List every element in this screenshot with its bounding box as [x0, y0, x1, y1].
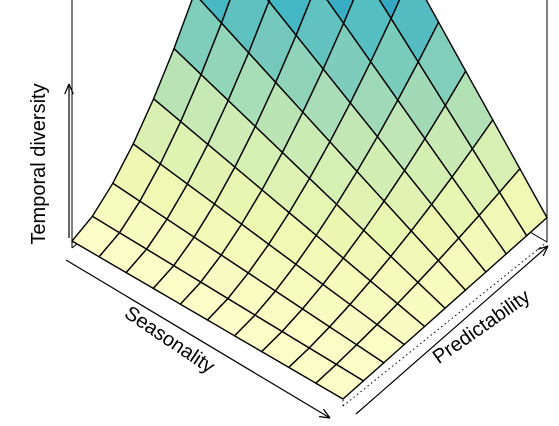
x-axis-arrow-head — [319, 415, 331, 419]
surface-mesh — [70, 0, 548, 400]
z-axis-label: Temporal diversity — [28, 83, 50, 244]
axes — [64, 83, 549, 419]
surface-cell — [314, 363, 365, 400]
z-axis-arrow-head — [64, 83, 70, 95]
x-axis-arrow — [65, 259, 331, 419]
x-axis-arrow-head — [323, 408, 331, 419]
y-axis-arrow-head — [537, 245, 549, 251]
surface-cell — [326, 0, 355, 25]
x-axis-arrow-shaft — [65, 259, 331, 419]
z-axis-arrow — [64, 83, 74, 238]
z-axis-arrow-head — [68, 83, 74, 95]
box-edge-hidden — [342, 241, 548, 407]
y-axis-arrow-head — [542, 245, 549, 257]
surface-cell — [378, 0, 401, 21]
plot-box-front — [342, 0, 548, 407]
y-axis-arrow-shaft — [355, 245, 549, 415]
y-axis-arrow — [355, 245, 549, 415]
